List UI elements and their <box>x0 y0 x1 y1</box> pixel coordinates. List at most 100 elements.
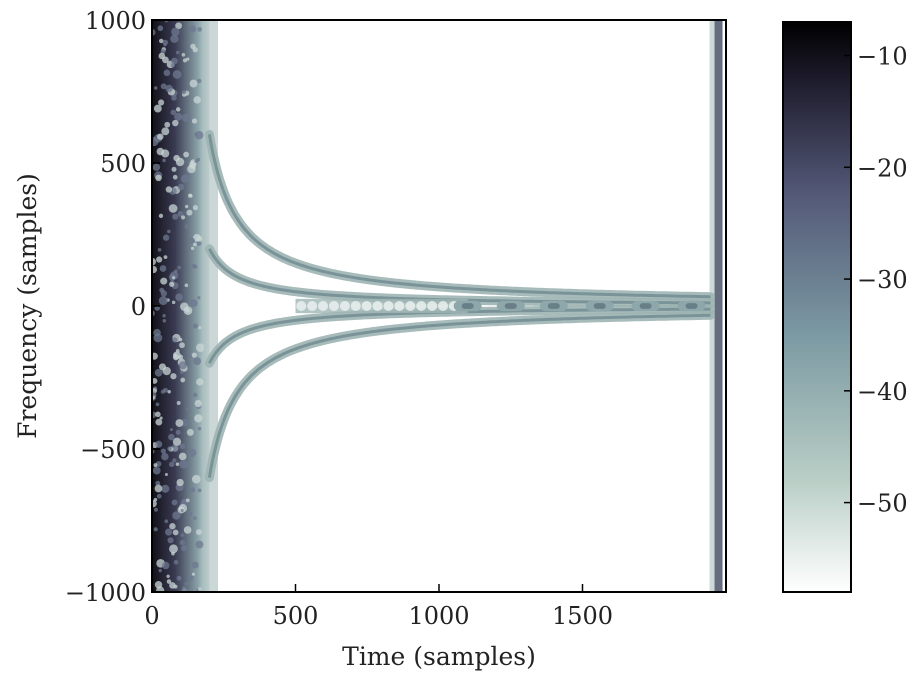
speckle-dot <box>193 242 197 247</box>
speckle-dot <box>154 507 158 512</box>
speckle-dot <box>155 411 161 418</box>
center-dash-core <box>461 303 474 309</box>
speckle-dot <box>191 572 196 576</box>
speckle-dot <box>172 174 178 180</box>
speckle-dot <box>175 22 182 30</box>
speckle-dot <box>154 368 163 377</box>
center-band-spot <box>427 301 438 311</box>
speckle-dot <box>169 544 178 554</box>
speckle-dot <box>172 276 176 280</box>
speckle-dot <box>157 133 164 140</box>
speckle-dot <box>159 265 167 272</box>
speckle-dot <box>152 500 157 508</box>
speckle-dot <box>152 411 157 419</box>
speckle-dot <box>176 478 184 487</box>
speckle-dot <box>172 529 179 536</box>
speckle-dot <box>156 256 163 263</box>
speckle-dot <box>164 472 168 477</box>
speckle-dot <box>180 508 184 513</box>
speckle-dot <box>158 296 168 306</box>
speckle-dot <box>182 58 188 63</box>
speckle-dot <box>154 484 163 493</box>
speckle-dot <box>160 277 168 285</box>
center-band-spot <box>361 301 372 311</box>
speckle-dot <box>186 209 193 216</box>
speckle-dot <box>180 377 186 383</box>
colorbar-tick-label: −10 <box>857 43 908 71</box>
speckle-dot <box>175 293 183 301</box>
speckle-dot <box>156 493 162 499</box>
speckle-dot <box>167 446 172 451</box>
center-band-spot <box>296 301 307 311</box>
center-band-spot <box>438 301 449 311</box>
y-axis-label: Frequency (samples) <box>13 173 42 439</box>
speckle-dot <box>180 370 184 374</box>
speckle-dot <box>188 237 195 244</box>
speckle-dot <box>187 575 194 581</box>
speckle-dot <box>154 86 158 90</box>
speckle-dot <box>175 429 181 435</box>
speckle-dot <box>176 575 182 581</box>
center-dash-core <box>685 303 698 309</box>
speckle-dot <box>180 215 186 220</box>
speckle-dot <box>182 113 191 123</box>
x-tick-label: 1500 <box>552 602 613 630</box>
speckle-dot <box>160 290 168 297</box>
speckle-dot <box>162 319 167 323</box>
speckle-dot <box>155 480 161 486</box>
speckle-dot <box>196 241 202 247</box>
speckle-dot <box>164 519 169 524</box>
speckle-dot <box>168 433 175 441</box>
speckle-dot <box>171 499 178 506</box>
speckle-dot <box>189 79 198 88</box>
center-band-spot <box>318 301 329 311</box>
speckle-dot <box>162 366 171 376</box>
speckle-dot <box>184 204 189 209</box>
speckle-dot <box>195 540 204 549</box>
speckle-dot <box>158 99 165 106</box>
speckle-dot <box>175 107 181 112</box>
speckle-dot <box>187 448 197 458</box>
y-tick-label: 500 <box>100 150 146 178</box>
speckle-dot <box>172 354 179 361</box>
speckle-dot <box>186 428 194 436</box>
speckle-dot <box>167 537 174 544</box>
speckle-dot <box>193 357 202 366</box>
speckle-dot <box>158 52 166 60</box>
speckle-dot <box>153 527 158 532</box>
speckle-dot <box>173 584 178 589</box>
speckle-dot <box>197 27 202 32</box>
speckle-dot <box>171 551 175 556</box>
speckle-dot <box>170 57 178 65</box>
speckle-dot <box>158 38 164 44</box>
speckle-dot <box>173 559 179 565</box>
speckle-dot <box>163 69 171 77</box>
speckle-dot <box>190 43 196 50</box>
right-edge-band <box>714 20 723 592</box>
speckle-dot <box>152 265 158 274</box>
speckle-dot <box>172 511 181 520</box>
speckle-dot <box>155 440 163 448</box>
speckle-dot <box>198 326 202 330</box>
speckle-dot <box>180 418 189 427</box>
speckle-dot <box>168 204 178 213</box>
speckle-dot <box>189 194 193 198</box>
colorbar: −10 −20 −30 −40 −50 <box>782 21 908 593</box>
speckle-dot <box>169 428 173 432</box>
speckle-dot <box>183 306 193 315</box>
speckle-dot <box>192 205 199 211</box>
speckle-dot <box>177 265 182 270</box>
speckle-dot <box>158 213 164 219</box>
speckle-dot <box>165 528 173 536</box>
speckle-dot <box>188 25 197 33</box>
speckle-dot <box>172 458 177 463</box>
speckle-dot <box>169 281 175 287</box>
colorbar-tick-label: −40 <box>857 378 908 406</box>
speckle-dot <box>162 158 166 163</box>
center-band-spot <box>416 301 427 311</box>
x-axis-ticks: 0 500 1000 1500 <box>144 584 613 630</box>
hyperbola-branch-core <box>207 134 711 299</box>
speckle-dot <box>170 109 177 116</box>
speckle-dot <box>197 296 201 300</box>
